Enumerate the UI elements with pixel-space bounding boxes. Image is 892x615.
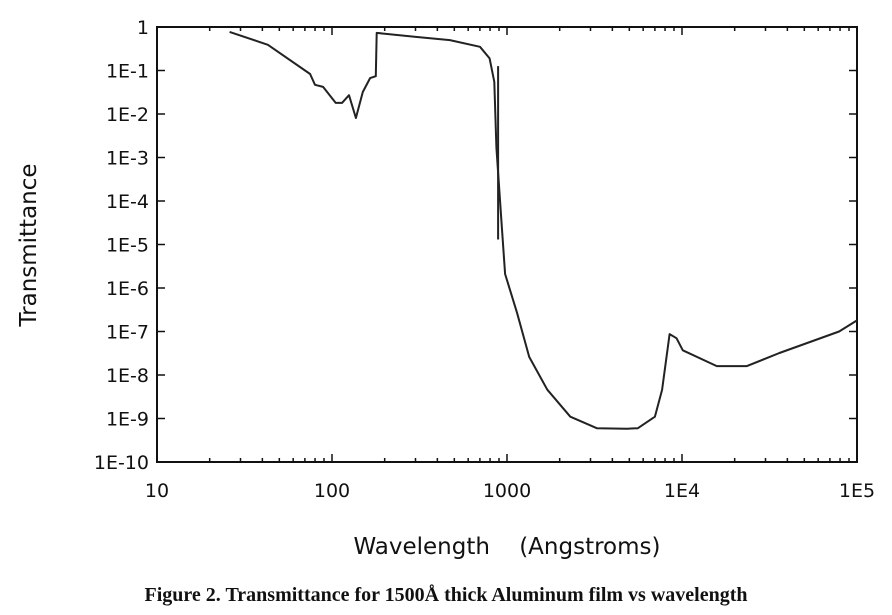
y-tick-label: 1E-1: [106, 61, 149, 83]
x-tick-label: 10: [145, 480, 169, 502]
figure-caption: Figure 2. Transmittance for 1500Å thick …: [144, 584, 748, 606]
x-axis-label: Wavelength (Angstroms): [354, 534, 661, 560]
y-tick-label: 1E-4: [106, 191, 149, 213]
y-tick-label: 1E-6: [106, 278, 149, 300]
x-tick-label: 1000: [483, 480, 531, 502]
axis-ticks: [156, 26, 857, 463]
y-tick-label: 1E-7: [106, 322, 149, 344]
y-tick-label: 1E-2: [106, 104, 149, 126]
y-tick-label: 1E-9: [106, 409, 149, 431]
y-tick-label: 1E-10: [94, 452, 149, 474]
y-tick-labels: 1 1E-1 1E-2 1E-3 1E-4 1E-5 1E-6 1E-7 1E-8 1E-9 1E-…: [94, 17, 149, 474]
x-tick-label: 1E4: [664, 480, 700, 502]
y-tick-label: 1: [137, 17, 149, 39]
data-series: [229, 30, 858, 430]
y-axis-label: Transmittance: [16, 163, 42, 327]
plot-frame: [156, 26, 858, 463]
y-tick-label: 1E-8: [106, 365, 149, 387]
y-tick-label: 1E-5: [106, 235, 149, 257]
x-tick-label: 1E5: [839, 480, 875, 502]
x-tick-label: 100: [314, 480, 350, 502]
series-line-0: [229, 30, 858, 430]
x-tick-labels: 10 100 1000 1E4 1E5: [145, 480, 875, 502]
y-tick-label: 1E-3: [106, 148, 149, 170]
